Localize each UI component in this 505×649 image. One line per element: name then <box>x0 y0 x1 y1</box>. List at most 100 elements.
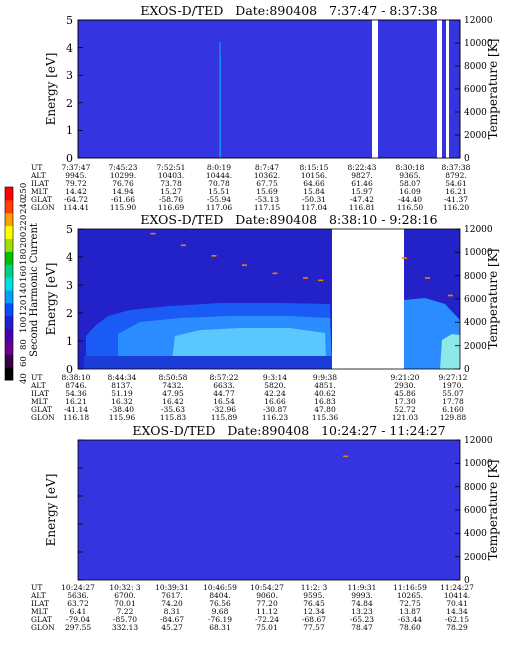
colorbar-cell <box>5 277 13 291</box>
panel-2-y-right-label: Temperature [K] <box>486 249 500 350</box>
cell: 78.47 <box>351 623 373 632</box>
cell: 115.90 <box>110 203 136 212</box>
cell: -50.31 <box>302 195 326 204</box>
cell: 115.89 <box>211 413 237 422</box>
cell: -35.63 <box>161 405 185 414</box>
colorbar-cell <box>5 238 13 252</box>
cell: 115.96 <box>109 413 135 422</box>
cell: 5636. <box>67 591 88 600</box>
cell: -32.96 <box>212 405 236 414</box>
cell: 45.86 <box>394 389 416 398</box>
panel-1-data-gap-3 <box>446 20 449 158</box>
temperature-point <box>241 264 247 266</box>
cell: 9:3:14 <box>263 373 287 382</box>
cell: 10362. <box>254 171 280 180</box>
cell: 54.36 <box>65 389 87 398</box>
y-right-tick-label: 8000 <box>464 483 487 493</box>
cell: 63.72 <box>67 599 89 608</box>
row-label: GLAT <box>31 405 52 414</box>
cell: 7:52:51 <box>157 163 186 172</box>
y-tick-label: 4 <box>66 42 73 55</box>
colorbar-tick-label: 200 <box>19 232 29 248</box>
colorbar-tick-label: 80 <box>19 339 29 350</box>
cell: 8:30:18 <box>396 163 425 172</box>
row-label: ALT <box>30 171 46 180</box>
cell: 7:45:23 <box>109 163 138 172</box>
cell: 9827. <box>351 171 372 180</box>
temperature-point <box>424 277 430 279</box>
cell: 54.61 <box>445 179 466 188</box>
cell: 7:37:47 <box>62 163 91 172</box>
temperature-point <box>272 272 278 275</box>
cell: 42.24 <box>264 389 286 398</box>
panel-2-y-axis-right: 0 2000 4000 6000 8000 10000 12000 Temper… <box>455 225 500 375</box>
cell: -41.14 <box>64 405 88 414</box>
cell: 8792. <box>445 171 466 180</box>
colorbar-cell <box>5 354 13 368</box>
cell: 116.23 <box>262 413 288 422</box>
cell: 7617. <box>161 591 182 600</box>
cell: 8:57:22 <box>210 373 239 382</box>
panel-3-y-axis-right: 0 2000 4000 6000 8000 10000 12000 Temper… <box>455 436 500 586</box>
y-right-tick-label: 8000 <box>464 272 487 282</box>
cell: 52.72 <box>394 405 416 414</box>
cell: -85.70 <box>113 615 137 624</box>
cell: -63.44 <box>398 615 422 624</box>
cell: 16.83 <box>314 397 336 406</box>
cell: 114.41 <box>63 203 89 212</box>
cell: 10:24:27 <box>61 583 95 592</box>
cell: 10265. <box>397 591 423 600</box>
cell: 15.69 <box>256 187 278 196</box>
cell: -61.66 <box>111 195 135 204</box>
cell: 15.97 <box>351 187 373 196</box>
cell: -68.67 <box>302 615 326 624</box>
row-label: GLAT <box>31 615 52 624</box>
y-right-tick-label: 10000 <box>464 248 493 258</box>
cell: 40.62 <box>314 389 336 398</box>
cell: 8:7:47 <box>255 163 279 172</box>
cell: 45.27 <box>161 623 183 632</box>
cell: 74.84 <box>351 599 373 608</box>
temperature-point <box>180 244 186 247</box>
panel-2: EXOS-D/TED Date:890408 8:38:10 - 9:28:16… <box>30 212 500 422</box>
cell: 11:9:31 <box>348 583 377 592</box>
colorbar-tick-label: 60 <box>19 356 29 367</box>
cell: 61.46 <box>351 179 373 188</box>
cell: 16.09 <box>399 187 421 196</box>
colorbar-tick-label: 250 <box>19 183 29 199</box>
cell: 75.01 <box>256 623 277 632</box>
row-label: MLT <box>31 397 48 406</box>
y-tick-label: 3 <box>66 279 73 292</box>
colorbar-tick-label: 220 <box>19 215 29 231</box>
cell: 129.88 <box>440 413 466 422</box>
cell: 8:22:43 <box>348 163 377 172</box>
cell: 12.34 <box>303 607 325 616</box>
cell: -72.24 <box>255 615 279 624</box>
y-tick-label: 0 <box>66 152 73 165</box>
cell: 10299. <box>110 171 136 180</box>
cell: 8:15:15 <box>300 163 329 172</box>
cell: 6.160 <box>442 405 464 414</box>
cell: 9060. <box>256 591 277 600</box>
cell: 68.31 <box>209 623 230 632</box>
cell: 17.30 <box>394 397 416 406</box>
temperature-point <box>150 232 156 235</box>
cell: 11:16:59 <box>393 583 427 592</box>
y-right-tick-label: 6000 <box>464 295 487 305</box>
cell: 47.95 <box>162 389 184 398</box>
y-right-tick-label: 10000 <box>464 39 493 49</box>
cell: 11:24:27 <box>440 583 474 592</box>
cell: 10414. <box>444 591 470 600</box>
cell: 9:27:12 <box>439 373 468 382</box>
panel-3-plot-area <box>78 440 460 580</box>
colorbar-cell <box>5 264 13 278</box>
y-right-tick-label: 4000 <box>464 108 487 118</box>
cell: 70.41 <box>446 599 467 608</box>
panel-3-y-right-label: Temperature [K] <box>486 460 500 561</box>
cell: 121.03 <box>392 413 418 422</box>
cell: 116.50 <box>397 203 423 212</box>
row-label: MLT <box>31 187 48 196</box>
enhancement-bottom-band <box>84 356 332 369</box>
cell: 44.77 <box>213 389 235 398</box>
colorbar-cell <box>5 212 13 227</box>
